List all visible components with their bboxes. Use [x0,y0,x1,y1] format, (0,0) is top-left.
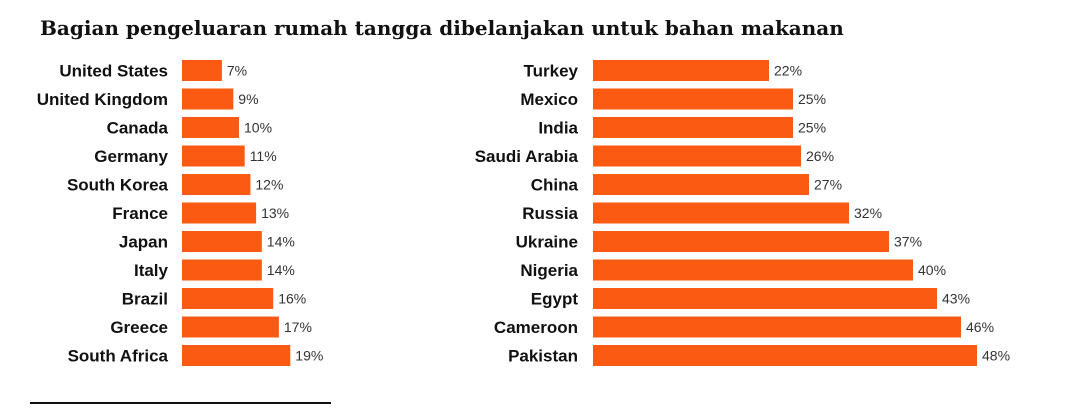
value-label: 25% [798,120,826,136]
bar [182,60,222,81]
value-label: 14% [267,234,295,250]
value-label: 17% [284,319,312,335]
value-label: 9% [238,91,258,107]
category-label: Mexico [520,90,578,109]
bar [182,117,239,138]
value-label: 10% [244,120,272,136]
bar [182,174,251,195]
category-label: Egypt [531,290,579,309]
value-label: 37% [894,234,922,250]
category-label: Russia [522,204,578,223]
category-label: South Korea [67,176,169,195]
value-label: 11% [250,148,277,164]
bar [593,231,889,252]
category-label: Pakistan [508,347,578,366]
category-label: Ukraine [516,233,578,252]
category-label: South Africa [68,347,169,366]
category-label: Cameroon [494,318,578,337]
bar [182,345,291,366]
category-label: Greece [110,318,168,337]
value-label: 19% [295,348,323,364]
bar [182,316,279,338]
category-label: United States [59,62,168,81]
category-label: Turkey [524,62,579,81]
value-label: 7% [227,63,247,79]
bar [593,88,793,110]
bar [182,145,245,167]
value-label: 48% [982,348,1010,364]
bar [593,202,849,224]
value-label: 26% [806,148,834,164]
value-label: 46% [966,319,994,335]
value-label: 14% [267,262,295,278]
value-label: 12% [255,177,283,193]
bar [593,117,793,138]
category-label: Japan [119,233,168,252]
value-label: 27% [814,177,842,193]
value-label: 32% [854,205,882,221]
category-label: France [112,204,168,223]
bar [593,345,977,366]
bar [593,259,913,281]
bar [182,88,234,110]
bar [593,60,769,81]
value-label: 16% [278,291,306,307]
value-label: 43% [942,291,970,307]
chart-title: Bagian pengeluaran rumah tangga dibelanj… [40,16,844,40]
footer-divider [30,402,331,404]
bar [593,145,801,167]
panel-1: United States 7% United Kingdom 9% Canada 10%… [37,60,323,366]
category-label: Italy [134,261,169,280]
value-label: 25% [798,91,826,107]
category-label: Saudi Arabia [475,147,579,166]
category-label: United Kingdom [37,90,168,109]
bar [593,316,961,338]
bar [593,174,809,195]
value-label: 40% [918,262,946,278]
category-label: Nigeria [520,261,578,280]
category-label: Germany [94,147,168,166]
value-label: 13% [261,205,289,221]
category-label: China [531,176,579,195]
value-label: 22% [774,63,802,79]
category-label: Brazil [122,290,168,309]
bar [182,259,262,281]
category-label: India [538,119,578,138]
bar [182,231,262,252]
bar [182,288,274,309]
bar [182,202,257,224]
category-label: Canada [107,119,169,138]
panel-2: Turkey 22% Mexico 25% India 25% Saudi Arabia 26… [475,60,1010,366]
bar [593,288,937,309]
